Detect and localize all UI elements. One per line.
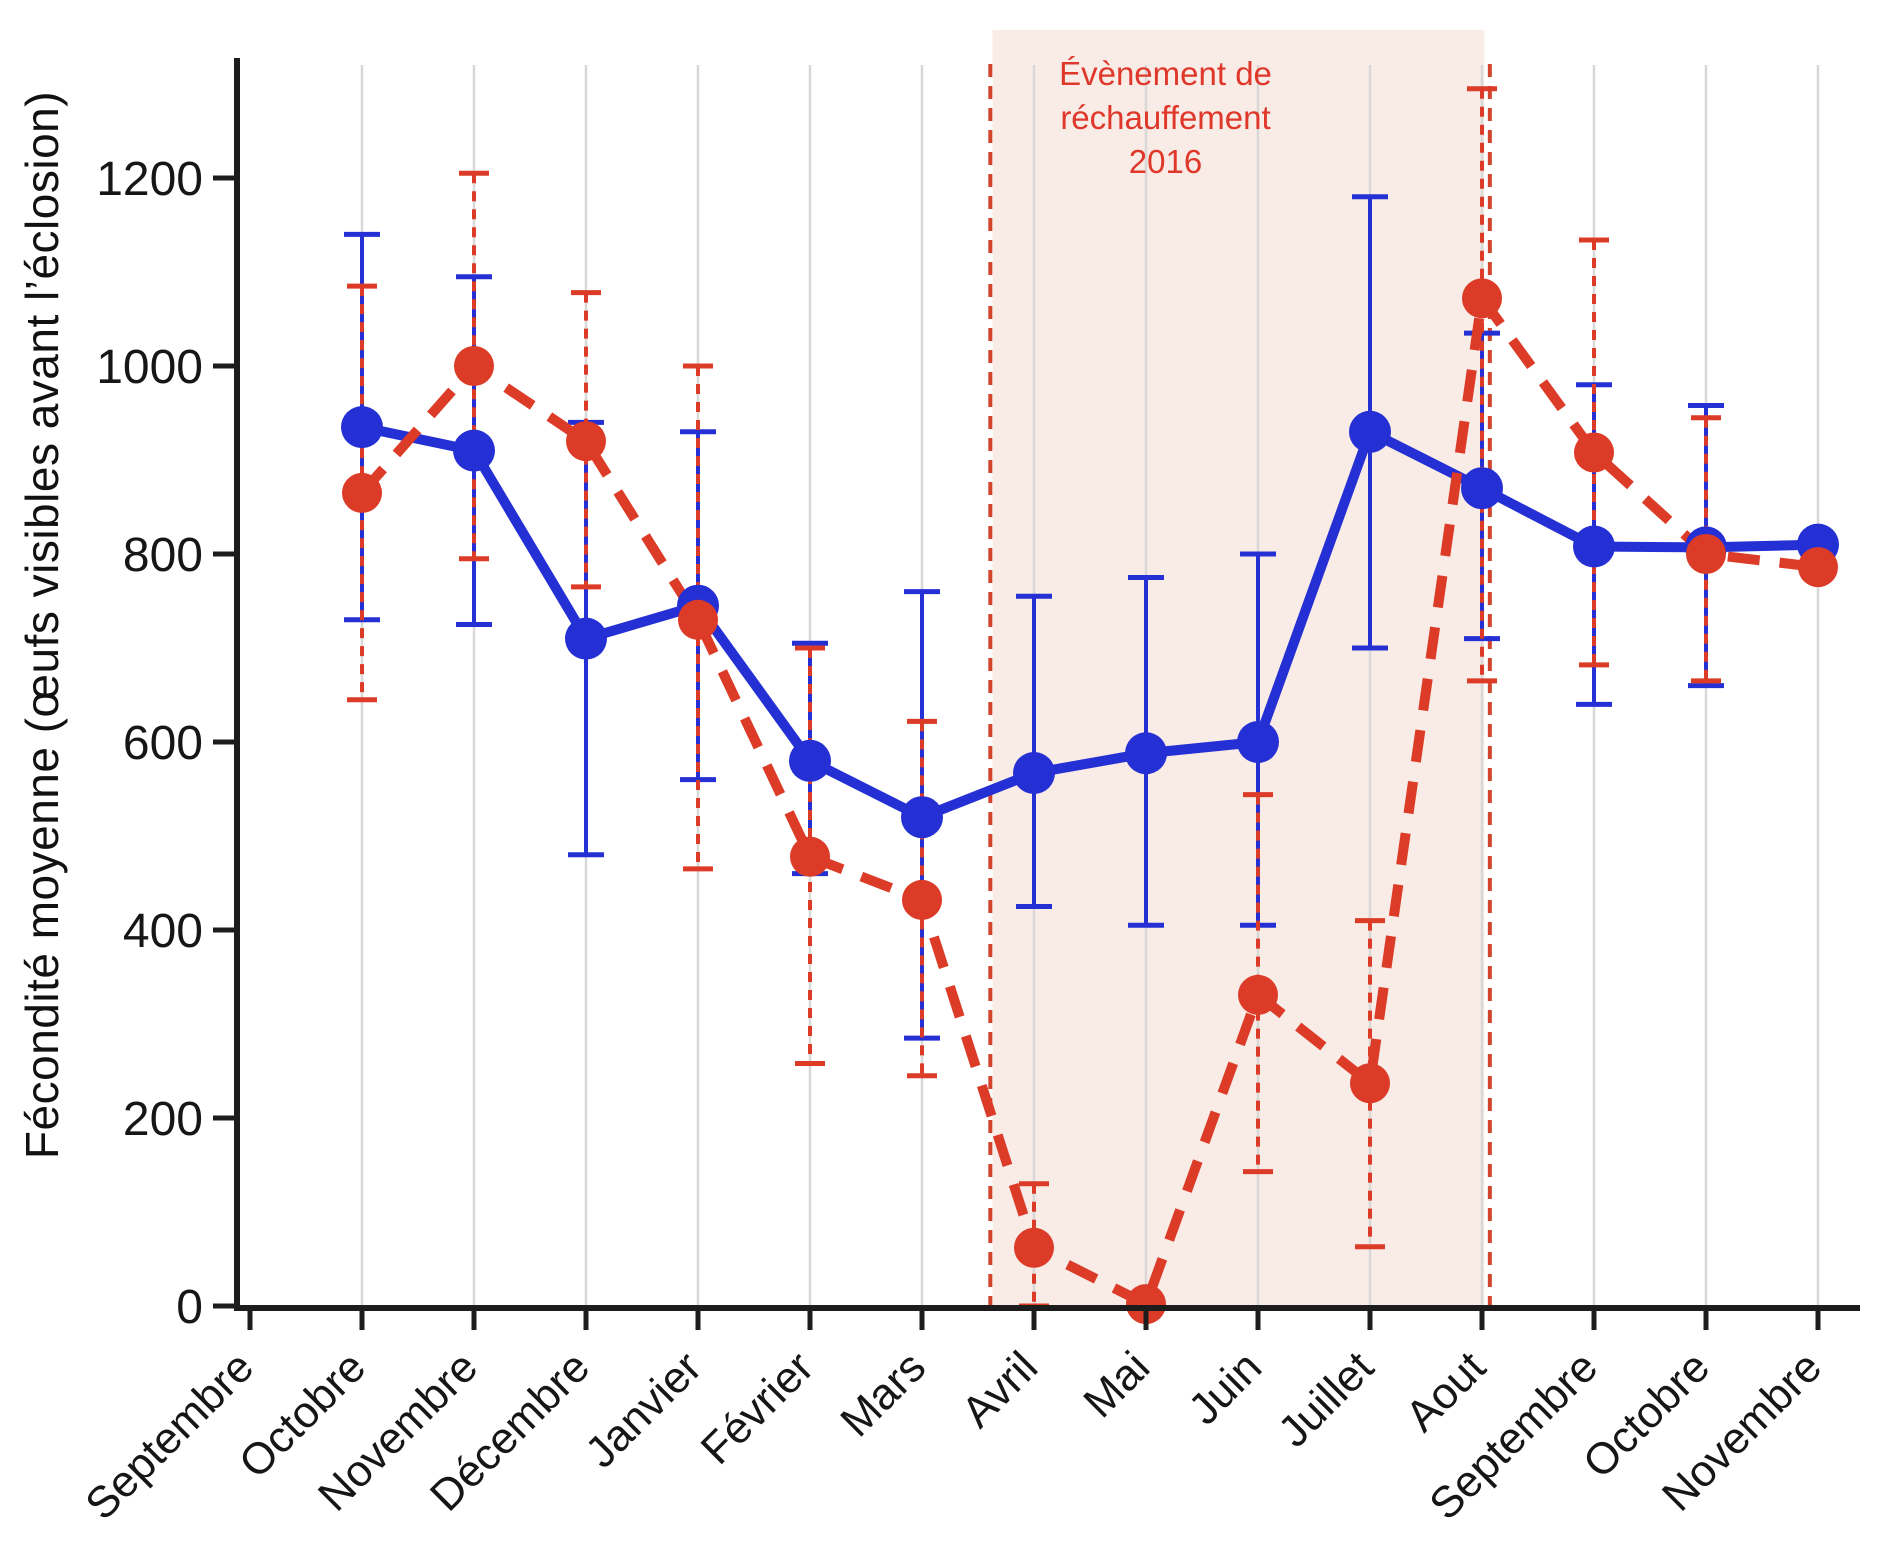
point-serie-rouge-2016-septembre-12 [1574, 432, 1614, 473]
point-serie-bleue-annee-reference-juillet-10 [1349, 410, 1391, 453]
point-serie-rouge-2016-février-5 [790, 836, 830, 877]
point-serie-rouge-2016-janvier-4 [678, 599, 718, 640]
point-serie-bleue-annee-reference-novembre-2 [453, 429, 495, 472]
warming-event-label-line2: réchauffement [1060, 99, 1271, 136]
point-serie-rouge-2016-avril-7 [1014, 1227, 1054, 1268]
x-label-mai-8: Mai [1074, 1342, 1159, 1427]
y-tick-label-200: 200 [123, 1093, 203, 1146]
point-serie-rouge-2016-aout-11 [1462, 278, 1502, 319]
x-label-février-5: Février [692, 1342, 823, 1473]
point-serie-bleue-annee-reference-avril-7 [1013, 752, 1055, 795]
point-serie-rouge-2016-juin-9 [1238, 974, 1278, 1015]
point-serie-rouge-2016-octobre-13 [1686, 534, 1726, 574]
y-tick-label-1000: 1000 [96, 341, 203, 394]
point-serie-rouge-2016-décembre-3 [566, 421, 606, 462]
warming-region-shade [992, 30, 1485, 1308]
x-label-juin-9: Juin [1179, 1342, 1271, 1434]
point-serie-bleue-annee-reference-mars-6 [901, 796, 943, 839]
point-serie-rouge-2016-juillet-10 [1350, 1063, 1390, 1104]
point-serie-bleue-annee-reference-septembre-12 [1573, 525, 1615, 568]
y-tick-label-1200: 1200 [96, 153, 203, 206]
y-tick-label-800: 800 [123, 529, 203, 582]
point-serie-rouge-2016-novembre-2 [454, 346, 494, 386]
x-label-aout-11: Aout [1396, 1342, 1495, 1441]
point-serie-bleue-annee-reference-octobre-1 [341, 406, 383, 449]
point-serie-rouge-2016-mai-8 [1126, 1284, 1166, 1325]
point-serie-bleue-annee-reference-juin-9 [1237, 721, 1279, 763]
x-label-juillet-10: Juillet [1269, 1342, 1383, 1456]
x-label-janvier-4: Janvier [576, 1342, 711, 1477]
warming-event-label: Évènement de réchauffement 2016 [988, 52, 1343, 184]
y-axis-title: Fécondité moyenne (œufs visibles avant l… [16, 90, 68, 1160]
point-serie-bleue-annee-reference-décembre-3 [565, 617, 607, 660]
warming-event-label-line3: 2016 [1128, 143, 1203, 180]
y-tick-label-600: 600 [123, 717, 203, 770]
point-serie-bleue-annee-reference-mai-8 [1125, 732, 1167, 775]
x-label-mars-6: Mars [831, 1342, 935, 1446]
point-serie-rouge-2016-octobre-1 [342, 472, 382, 513]
x-label-septembre-0: Septembre [76, 1342, 263, 1529]
point-serie-bleue-annee-reference-aout-11 [1461, 467, 1503, 510]
x-label-avril-7: Avril [952, 1342, 1047, 1437]
point-serie-rouge-2016-novembre-14 [1798, 547, 1838, 588]
line-serie-rouge-2016 [358, 293, 1819, 1310]
y-tick-label-0: 0 [176, 1281, 203, 1334]
point-serie-bleue-annee-reference-février-5 [789, 739, 831, 782]
y-tick-label-400: 400 [123, 905, 203, 958]
point-serie-rouge-2016-mars-6 [902, 879, 942, 920]
warming-event-label-line1: Évènement de [1059, 55, 1272, 92]
